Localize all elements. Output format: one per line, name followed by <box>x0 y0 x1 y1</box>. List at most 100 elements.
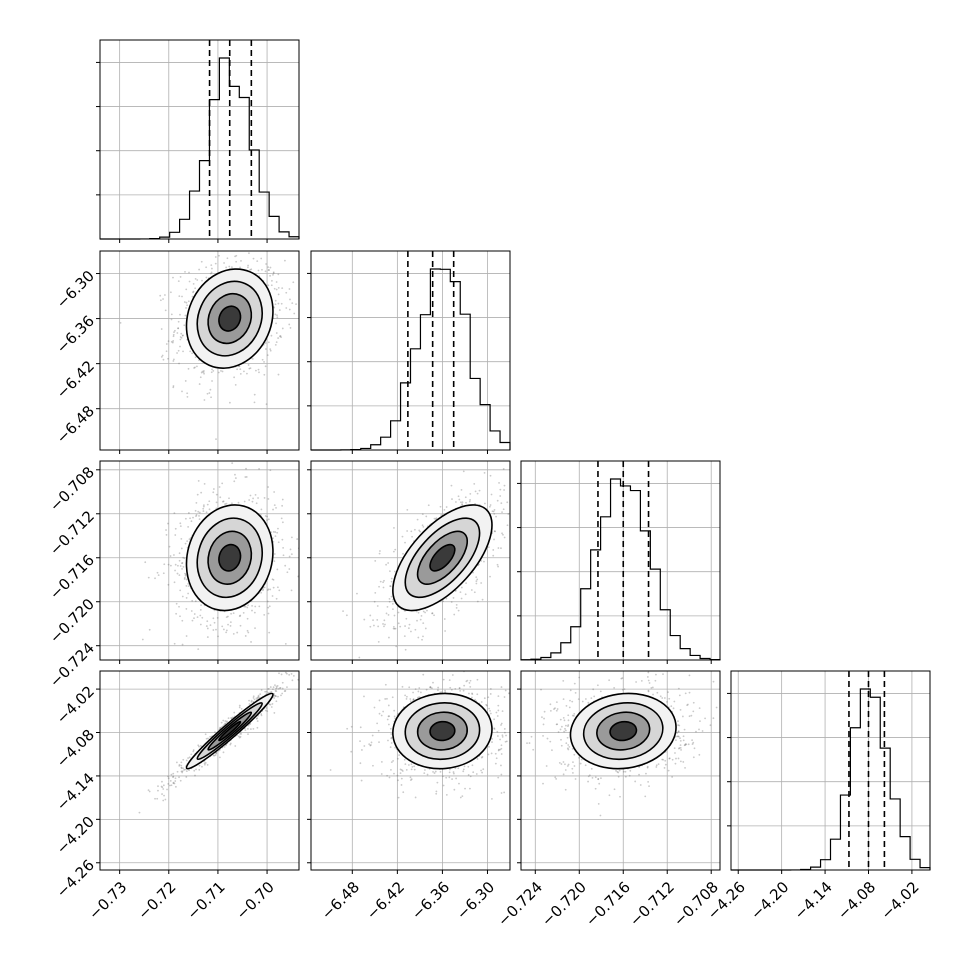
sample-point <box>178 295 181 298</box>
sample-point <box>174 534 177 536</box>
sample-point <box>461 504 464 507</box>
sample-point <box>350 750 353 753</box>
sample-point <box>198 768 201 771</box>
sample-point <box>197 510 200 513</box>
sample-point <box>141 638 144 641</box>
sample-point <box>413 768 416 771</box>
sample-point <box>182 334 184 337</box>
sample-point <box>160 785 163 788</box>
sample-point <box>191 599 194 602</box>
sample-point <box>580 758 583 761</box>
sample-point <box>284 259 286 262</box>
sample-point <box>383 625 385 628</box>
sample-point <box>264 342 267 344</box>
sample-point <box>177 320 180 323</box>
sample-point <box>269 266 272 269</box>
sample-point <box>267 518 270 521</box>
sample-point <box>173 358 175 361</box>
sample-point <box>238 704 241 707</box>
sample-point <box>162 298 164 300</box>
sample-point <box>562 716 565 719</box>
sample-point <box>176 332 179 334</box>
sample-point <box>387 704 390 707</box>
sample-point <box>173 581 176 584</box>
sample-point <box>248 499 251 501</box>
sample-point <box>256 717 259 720</box>
sample-point <box>265 263 267 265</box>
sample-point <box>172 772 175 775</box>
sample-point <box>273 491 276 493</box>
sample-point <box>212 754 215 757</box>
sample-point <box>430 687 433 690</box>
sample-point <box>274 303 277 306</box>
sample-point <box>233 711 236 714</box>
sample-point <box>194 356 197 359</box>
sample-point <box>231 502 233 505</box>
sample-point <box>226 721 228 724</box>
sample-point <box>173 512 176 515</box>
sample-point <box>692 741 695 744</box>
sample-point <box>184 380 187 382</box>
sample-point <box>221 370 224 373</box>
sample-point <box>370 741 373 744</box>
sample-point <box>196 279 199 281</box>
sample-point <box>280 694 282 697</box>
sample-point <box>203 372 205 375</box>
sample-point <box>281 692 284 695</box>
sample-point <box>565 742 568 745</box>
sample-point <box>275 690 278 692</box>
sample-point <box>281 287 284 290</box>
sample-point <box>251 358 254 360</box>
sample-point <box>273 694 276 697</box>
sample-point <box>267 341 270 344</box>
sample-point <box>157 789 159 792</box>
sample-point <box>493 538 495 541</box>
sample-point <box>517 730 519 732</box>
sample-point <box>202 371 205 374</box>
sample-point <box>204 733 207 736</box>
sample-point <box>179 338 182 341</box>
sample-point <box>186 304 189 307</box>
sample-point <box>175 761 178 764</box>
sample-point <box>175 612 178 615</box>
sample-point <box>284 671 287 674</box>
sample-point <box>223 723 226 726</box>
sample-point <box>421 524 424 527</box>
sample-point <box>563 719 566 722</box>
sample-point <box>252 695 255 698</box>
sample-point <box>377 625 380 628</box>
sample-point <box>489 688 492 690</box>
sample-point <box>388 715 391 718</box>
sample-point <box>503 489 505 491</box>
sample-point <box>289 298 291 301</box>
sample-point <box>278 672 280 675</box>
sample-point <box>267 688 269 690</box>
sample-point <box>280 336 283 339</box>
sample-point <box>184 574 187 577</box>
sample-point <box>191 295 194 298</box>
sample-point <box>224 503 226 505</box>
sample-point <box>459 796 462 799</box>
sample-point <box>258 605 261 608</box>
sample-point <box>454 687 457 690</box>
sample-point <box>260 257 263 260</box>
sample-point <box>442 678 445 681</box>
sample-point <box>469 492 472 495</box>
sample-point <box>373 600 376 603</box>
sample-point <box>492 554 495 557</box>
sample-point <box>198 764 201 767</box>
sample-point <box>196 493 199 496</box>
sample-point <box>275 685 278 688</box>
sample-point <box>238 365 241 368</box>
sample-point <box>426 609 428 612</box>
sample-point <box>223 745 226 748</box>
sample-point <box>469 499 471 501</box>
sample-point <box>397 611 400 614</box>
sample-point <box>647 671 650 674</box>
sample-point <box>189 517 191 520</box>
sample-point <box>496 735 499 737</box>
sample-point <box>515 493 517 495</box>
sample-point <box>228 265 231 268</box>
sample-point <box>167 357 169 360</box>
sample-point <box>215 501 218 504</box>
